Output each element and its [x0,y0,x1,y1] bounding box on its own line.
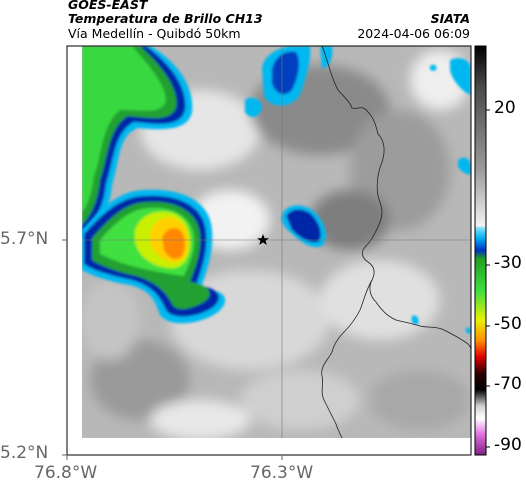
colorbar-label: -70 [494,374,522,394]
colorbar-label: 20 [494,98,516,118]
satellite-name: GOES-EAST [68,0,148,12]
colorbar-label: -30 [494,253,522,273]
border-line-east [321,46,471,351]
map-frame [66,45,472,456]
org-label: SIATA [430,11,470,26]
colorbar-scale [475,46,486,455]
colorbar-frame [474,45,487,456]
lon-tick-label: 76.8°W [34,463,98,483]
star-icon [257,234,269,245]
datetime-label: 2024-04-06 06:09 [357,26,470,41]
product-title: Temperatura de Brillo CH13 [68,11,263,26]
border-line-south [321,279,373,438]
lat-tick-label: 5.7°N [0,229,49,249]
satellite-imagery [82,46,471,438]
lat-tick-label: 5.2°N [0,443,49,463]
lon-tick-label: 76.3°W [250,463,314,483]
region-label: Vía Medellín - Quibdó 50km [68,26,241,41]
colorbar-label: -90 [494,435,522,455]
colorbar-label: -50 [494,314,522,334]
